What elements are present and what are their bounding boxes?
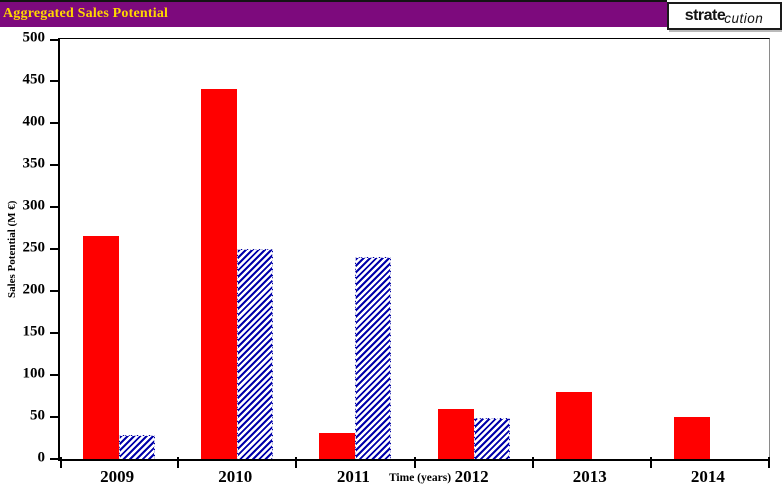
y-tick-500 [50, 39, 58, 41]
chart-title-bar: Aggregated Sales Potential [0, 0, 667, 27]
bar-blue-hatched-2011 [355, 257, 392, 459]
x-tick-3 [413, 457, 416, 468]
y-tick-label-50: 50 [30, 407, 45, 424]
x-tick-1 [177, 457, 180, 468]
y-tick-label-350: 350 [22, 155, 46, 172]
logo-text-italic: cution [724, 10, 764, 26]
plot-area [50, 38, 770, 468]
y-tick-label-150: 150 [22, 323, 46, 340]
x-tick-5 [649, 457, 652, 468]
y-tick-0 [50, 458, 58, 460]
bar-blue-hatched-2012 [473, 417, 510, 459]
x-tick-2 [295, 457, 298, 468]
y-tick-label-200: 200 [22, 281, 46, 298]
y-tick-250 [50, 248, 58, 250]
y-tick-label-100: 100 [22, 365, 46, 382]
logo-text-bold: strate [684, 7, 726, 24]
y-tick-350 [50, 164, 58, 166]
x-label-2009: 2009 [100, 467, 135, 486]
y-tick-label-250: 250 [22, 239, 46, 256]
bar-red-solid-2013 [555, 391, 592, 459]
x-label-2014: 2014 [690, 467, 725, 486]
y-tick-150 [50, 332, 58, 334]
bar-red-solid-2011 [319, 432, 356, 459]
x-axis-labels: Time (years) 2009 2010 2011 2012 2013 2014 [58, 464, 770, 494]
bar-red-solid-2010 [201, 89, 238, 459]
x-tick-6 [768, 457, 770, 468]
y-axis-labels: 0 50 100 150 200 250 300 350 400 450 500 [0, 30, 58, 466]
y-tick-label-300: 300 [22, 197, 46, 214]
bar-blue-hatched-2009 [119, 435, 156, 459]
y-tick-label-0: 0 [37, 449, 46, 466]
y-tick-300 [50, 206, 58, 208]
chart-title: Aggregated Sales Potential [3, 6, 169, 21]
y-tick-100 [50, 374, 58, 376]
x-tick-4 [531, 457, 534, 468]
y-tick-label-400: 400 [22, 113, 46, 130]
y-tick-400 [50, 122, 58, 124]
bar-red-solid-2014 [673, 417, 710, 459]
y-tick-200 [50, 290, 58, 292]
bar-red-solid-2012 [437, 408, 474, 459]
x-tick-0 [60, 457, 62, 468]
bar-red-solid-2009 [83, 236, 120, 459]
bar-blue-hatched-2010 [237, 249, 274, 459]
stratecution-logo: strate cution [667, 2, 782, 30]
y-tick-label-450: 450 [22, 71, 46, 88]
x-label-2013: 2013 [572, 467, 607, 486]
x-label-2011: 2011 [336, 467, 370, 486]
x-axis-title: Time (years) [388, 472, 452, 484]
x-label-2010: 2010 [218, 467, 253, 486]
y-tick-450 [50, 80, 58, 82]
y-tick-label-500: 500 [22, 29, 46, 46]
y-tick-50 [50, 416, 58, 418]
x-label-2012: 2012 [454, 467, 489, 486]
